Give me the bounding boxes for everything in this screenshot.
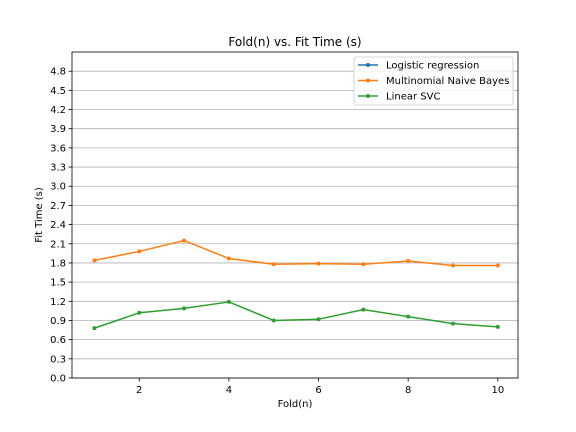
legend-entry-multinomial-naive-bayes: Multinomial Naive Bayes <box>358 76 509 87</box>
y-tick-label: 4.8 <box>50 67 66 78</box>
y-tick-label: 2.4 <box>50 220 66 231</box>
y-tick-label: 1.8 <box>50 258 66 269</box>
data-point-multinomial-naive-bayes <box>182 238 187 243</box>
data-point-multinomial-naive-bayes <box>271 262 276 267</box>
y-tick-label: 3.9 <box>50 124 66 135</box>
legend-entry-logistic-regression: Logistic regression <box>358 61 479 72</box>
y-tick-label: 0.6 <box>50 335 66 346</box>
x-tick-label: 6 <box>315 385 321 396</box>
data-point-linear-svc <box>495 324 500 329</box>
y-axis-ticks: 0.0 0.3 0.6 0.9 1.2 1.5 1.8 2.1 2.4 2.7 3.0 3.3 3.6 3… <box>50 67 72 385</box>
y-tick-label: 0.3 <box>50 354 66 365</box>
x-tick-label: 10 <box>491 385 504 396</box>
series-group <box>92 238 500 331</box>
y-tick-label: 2.1 <box>50 239 66 250</box>
y-axis-label: Fit Time (s) <box>34 187 45 243</box>
y-tick-label: 1.5 <box>50 278 66 289</box>
data-point-linear-svc <box>182 306 187 311</box>
legend-label: Multinomial Naive Bayes <box>386 76 509 87</box>
grid-lines <box>72 70 518 379</box>
series-line-linear-svc <box>94 301 498 329</box>
data-point-multinomial-naive-bayes <box>406 259 411 264</box>
y-tick-label: 3.6 <box>50 143 66 154</box>
legend-entry-linear-svc: Linear SVC <box>358 92 440 103</box>
data-point-linear-svc <box>361 307 366 312</box>
data-point-multinomial-naive-bayes <box>226 256 231 261</box>
chart-title: Fold(n) vs. Fit Time (s) <box>228 35 361 49</box>
data-point-multinomial-naive-bayes <box>495 263 500 268</box>
plot-area-frame <box>71 51 519 379</box>
x-tick-label: 2 <box>136 385 142 396</box>
legend-label: Linear SVC <box>386 92 440 103</box>
y-tick-label: 3.0 <box>50 182 66 193</box>
legend-marker <box>366 63 370 67</box>
x-tick-label: 8 <box>405 385 411 396</box>
data-point-linear-svc <box>451 321 456 326</box>
data-point-multinomial-naive-bayes <box>92 258 97 263</box>
y-tick-label: 4.2 <box>50 105 66 116</box>
data-point-linear-svc <box>316 317 321 322</box>
legend: Logistic regression Multinomial Naive Bay… <box>353 56 514 106</box>
data-point-linear-svc <box>271 318 276 323</box>
series-line-multinomial-naive-bayes <box>94 239 498 267</box>
data-point-multinomial-naive-bayes <box>451 263 456 268</box>
y-tick-label: 3.3 <box>50 163 66 174</box>
data-point-multinomial-naive-bayes <box>316 261 321 266</box>
legend-marker <box>366 78 370 83</box>
data-point-linear-svc <box>406 314 411 319</box>
data-point-linear-svc <box>226 299 231 304</box>
data-point-linear-svc <box>92 326 97 331</box>
y-tick-label: 0.9 <box>50 316 66 327</box>
y-tick-label: 0.0 <box>50 374 66 385</box>
y-tick-label: 2.7 <box>50 201 66 212</box>
x-axis-label: Fold(n) <box>278 399 313 410</box>
y-tick-label: 1.2 <box>50 297 66 308</box>
legend-items: Logistic regression Multinomial Naive Bay… <box>358 61 509 103</box>
legend-box <box>353 56 514 106</box>
data-point-linear-svc <box>137 310 142 315</box>
data-point-multinomial-naive-bayes <box>361 262 366 267</box>
legend-label: Logistic regression <box>386 61 479 72</box>
legend-marker <box>366 94 370 98</box>
x-tick-label: 4 <box>226 385 232 396</box>
x-axis-ticks: 2 4 6 8 10 <box>136 378 504 396</box>
data-point-multinomial-naive-bayes <box>137 249 142 254</box>
y-tick-label: 4.5 <box>50 86 66 97</box>
